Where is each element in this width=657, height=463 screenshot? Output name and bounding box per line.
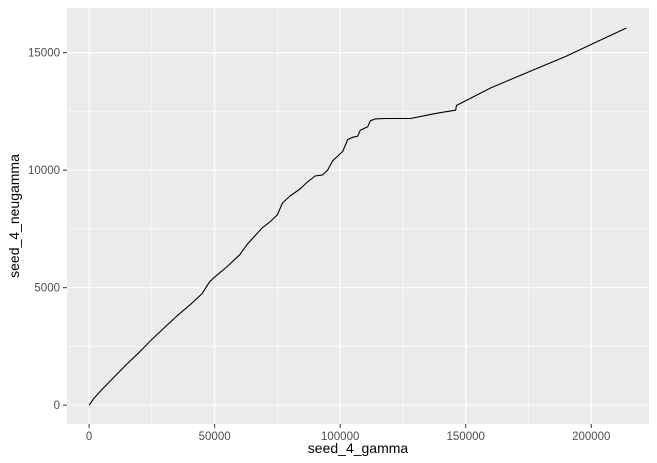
x-tick-label: 200000 <box>572 431 610 443</box>
x-tick-label: 150000 <box>447 431 485 443</box>
y-tick-label: 0 <box>54 400 60 412</box>
x-tick-label: 0 <box>86 431 92 443</box>
y-axis: 0 5000 10000 15000 <box>28 48 67 412</box>
y-tick-label: 15000 <box>28 48 60 60</box>
x-tick-label: 50000 <box>199 431 231 443</box>
series-layer <box>88 27 627 406</box>
y-tick-label: 10000 <box>28 165 60 177</box>
y-axis-title: seed_4_neugamma <box>6 154 22 278</box>
y-tick-label: 5000 <box>34 283 60 295</box>
x-tick-label: 100000 <box>321 431 359 443</box>
major-gridlines <box>67 8 649 424</box>
series-line <box>88 27 627 406</box>
minor-gridlines <box>67 8 649 424</box>
x-axis: 0 50000 100000 150000 200000 <box>86 424 610 443</box>
plot-panel <box>67 8 649 424</box>
x-axis-title: seed_4_gamma <box>308 440 409 456</box>
